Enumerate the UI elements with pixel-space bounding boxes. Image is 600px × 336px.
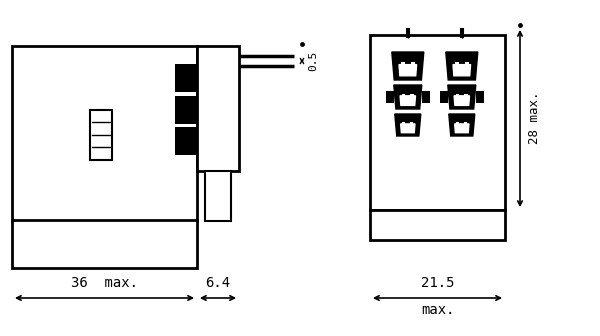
Polygon shape bbox=[453, 65, 470, 76]
Bar bbox=[464, 93, 467, 97]
Bar bbox=[403, 122, 406, 125]
Text: 21.5: 21.5 bbox=[421, 276, 454, 290]
Bar bbox=[464, 122, 467, 125]
Text: max.: max. bbox=[421, 303, 454, 317]
Bar bbox=[456, 93, 459, 97]
Bar bbox=[410, 93, 413, 97]
Bar bbox=[205, 171, 231, 221]
Polygon shape bbox=[454, 96, 470, 106]
Bar bbox=[410, 62, 415, 66]
Bar bbox=[476, 91, 484, 103]
Polygon shape bbox=[399, 65, 416, 76]
Text: 36  max.: 36 max. bbox=[71, 276, 138, 290]
Polygon shape bbox=[400, 96, 415, 106]
Bar bbox=[455, 62, 459, 66]
Polygon shape bbox=[455, 124, 469, 133]
Bar bbox=[175, 127, 197, 155]
Bar bbox=[401, 62, 405, 66]
Polygon shape bbox=[392, 52, 424, 80]
Bar bbox=[464, 62, 469, 66]
Bar bbox=[90, 110, 112, 160]
Polygon shape bbox=[401, 124, 415, 133]
Bar bbox=[175, 95, 197, 124]
Bar bbox=[410, 122, 413, 125]
Text: 6.4: 6.4 bbox=[205, 276, 230, 290]
Bar bbox=[386, 91, 394, 103]
Polygon shape bbox=[395, 114, 421, 136]
Bar bbox=[197, 46, 239, 171]
Polygon shape bbox=[449, 114, 475, 136]
Bar bbox=[370, 210, 505, 240]
Bar bbox=[422, 91, 430, 103]
Text: 28 max.: 28 max. bbox=[528, 91, 541, 144]
Bar bbox=[440, 91, 448, 103]
Bar bbox=[12, 220, 197, 268]
Polygon shape bbox=[448, 85, 476, 109]
Text: 0.5: 0.5 bbox=[308, 51, 318, 71]
Polygon shape bbox=[394, 85, 422, 109]
Polygon shape bbox=[446, 52, 478, 80]
Bar bbox=[402, 93, 405, 97]
Bar bbox=[175, 64, 197, 92]
Bar bbox=[457, 122, 460, 125]
Bar bbox=[12, 46, 197, 221]
Bar bbox=[370, 35, 505, 210]
